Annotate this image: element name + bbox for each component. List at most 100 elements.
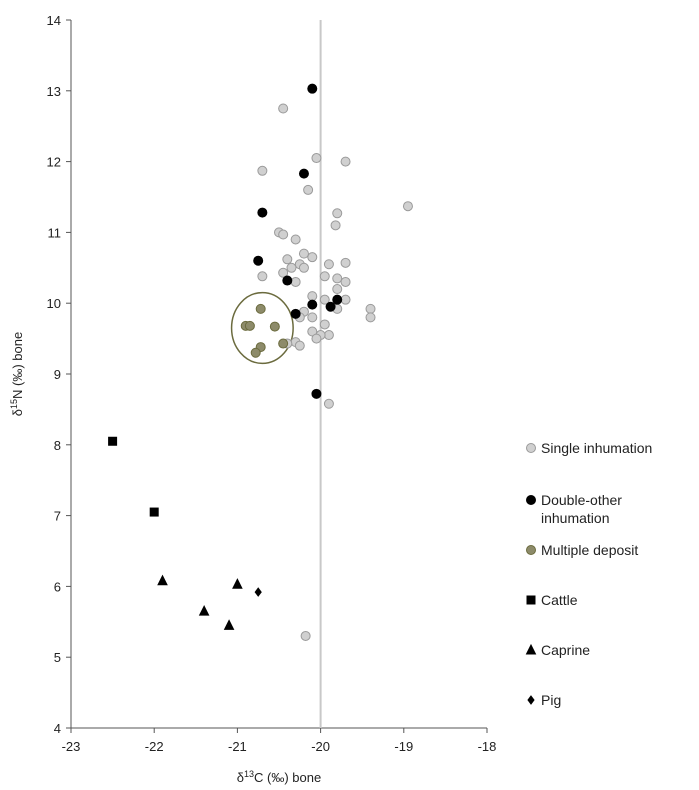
legend-marker (526, 545, 536, 555)
data-point (278, 229, 289, 240)
data-point (294, 340, 305, 351)
data-point (108, 436, 118, 446)
data-point (332, 284, 343, 295)
data-point (269, 321, 280, 332)
legend-marker (527, 695, 535, 705)
y-tick-label: 6 (54, 579, 61, 594)
data-point (323, 259, 334, 270)
x-tick-label: -18 (478, 739, 497, 754)
data-point (303, 184, 314, 195)
legend-label: Caprine (541, 642, 590, 658)
data-point (311, 153, 322, 164)
y-tick-label: 11 (48, 225, 62, 240)
data-point (365, 312, 376, 323)
data-point (307, 291, 318, 302)
legend-label: Cattle (541, 592, 578, 608)
x-axis-label: δ13C (‰) bone (237, 769, 321, 785)
legend-label: inhumation (541, 510, 610, 526)
data-point (402, 201, 413, 212)
legend-marker (525, 643, 537, 655)
data-point (332, 294, 343, 305)
data-point (332, 273, 343, 284)
data-point (255, 303, 266, 314)
data-point (149, 507, 159, 517)
data-point (307, 83, 318, 94)
legend-label: Multiple deposit (541, 542, 638, 558)
data-point (323, 330, 334, 341)
data-point (278, 103, 289, 114)
legend-marker (526, 495, 536, 505)
y-tick-label: 8 (54, 438, 61, 453)
data-point (254, 587, 262, 597)
legend-marker (526, 443, 536, 453)
data-point (319, 294, 330, 305)
x-tick-label: -19 (394, 739, 413, 754)
data-point (286, 262, 297, 273)
data-point (223, 619, 235, 630)
y-axis-label: δ15N (‰) bone (9, 332, 25, 416)
data-point (298, 248, 309, 259)
data-point (332, 208, 343, 219)
y-tick-label: 5 (54, 650, 61, 665)
data-point (340, 257, 351, 268)
data-point (290, 276, 301, 287)
data-point (365, 303, 376, 314)
data-point (253, 255, 264, 266)
series-3 (108, 436, 159, 517)
data-point (340, 276, 351, 287)
data-point (300, 630, 311, 641)
data-points (108, 83, 413, 641)
series-0 (257, 103, 413, 641)
series-4 (157, 574, 243, 630)
legend-label: Single inhumation (541, 440, 652, 456)
x-tick-label: -20 (311, 739, 330, 754)
data-point (340, 156, 351, 167)
data-point (319, 319, 330, 330)
data-point (257, 271, 268, 282)
multiple-deposit-ellipse (230, 291, 294, 365)
annotation-ellipse (230, 291, 294, 365)
data-point (244, 320, 255, 331)
y-tick-label: 4 (54, 721, 61, 736)
series-2 (240, 303, 289, 358)
axis-labels: δ13C (‰) bone δ15N (‰) bone (9, 332, 321, 785)
data-point (282, 254, 293, 265)
x-tick-label: -22 (145, 739, 164, 754)
data-point (311, 388, 322, 399)
data-point (290, 308, 301, 319)
y-tick-label: 13 (47, 84, 61, 99)
axes: 4 5 6 7 8 9 10 11 12 13 14 -23 -22 -21 -20 -19 -18 (47, 13, 497, 754)
data-point (298, 262, 309, 273)
y-tick-label: 9 (54, 367, 61, 382)
data-point (257, 207, 268, 218)
data-point (307, 299, 318, 310)
data-point (298, 168, 309, 179)
legend-marker (526, 595, 536, 605)
data-point (330, 220, 341, 231)
y-tick-label: 12 (47, 155, 61, 170)
series-5 (254, 587, 262, 597)
data-point (278, 338, 289, 349)
y-tick-label: 10 (47, 296, 61, 311)
data-point (319, 271, 330, 282)
data-point (282, 275, 293, 286)
data-point (307, 252, 318, 263)
x-tick-label: -21 (228, 739, 247, 754)
legend-label: Pig (541, 692, 561, 708)
data-point (257, 165, 268, 176)
y-tick-label: 7 (54, 509, 61, 524)
data-point (278, 267, 289, 278)
legend-label: Double-other (541, 492, 622, 508)
data-point (157, 574, 168, 586)
data-point (311, 333, 322, 344)
y-tick-label: 14 (47, 13, 61, 28)
data-point (323, 398, 334, 409)
data-point (232, 578, 243, 589)
data-point (290, 234, 301, 245)
data-point (250, 347, 261, 358)
data-point (307, 312, 318, 323)
data-point (325, 301, 336, 312)
series-1 (253, 83, 343, 399)
legend: Single inhumation Double-other inhumation M… (525, 440, 652, 708)
